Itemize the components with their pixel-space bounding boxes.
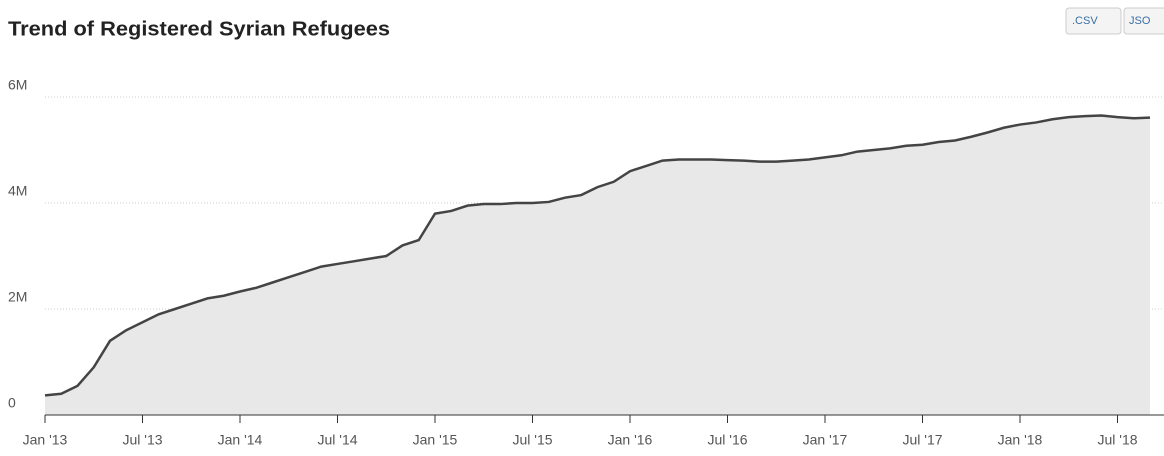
x-tick-label: Jul '15: [512, 432, 552, 448]
x-tick-label: Jan '18: [998, 432, 1043, 448]
y-tick-label: 2M: [8, 289, 27, 305]
csv-button-label[interactable]: .CSV: [1072, 15, 1098, 27]
csv-button[interactable]: [1065, 7, 1122, 35]
json-button[interactable]: [1123, 7, 1164, 35]
y-tick-label: 6M: [8, 77, 27, 93]
x-tick-label: Jan '16: [608, 432, 653, 448]
line: [44, 114, 1151, 397]
x-tick-label: Jan '13: [23, 432, 68, 448]
x-tick-label: Jan '15: [413, 432, 458, 448]
json-button-label[interactable]: JSO: [1129, 15, 1151, 27]
x-tick-label: Jul '17: [902, 432, 942, 448]
y-tick-label: 4M: [8, 183, 27, 199]
x-tick-label: Jul '13: [122, 432, 162, 448]
x-tick-label: Jan '17: [803, 432, 848, 448]
x-tick-label: Jul '18: [1097, 432, 1137, 448]
chart-title: Trend of Registered Syrian Refugees: [8, 18, 390, 40]
x-tick-label: Jul '14: [317, 432, 357, 448]
area: [45, 115, 1150, 416]
y-tick-label: 0: [8, 395, 16, 411]
x-tick-label: Jul '16: [707, 432, 747, 448]
x-tick-label: Jan '14: [218, 432, 263, 448]
